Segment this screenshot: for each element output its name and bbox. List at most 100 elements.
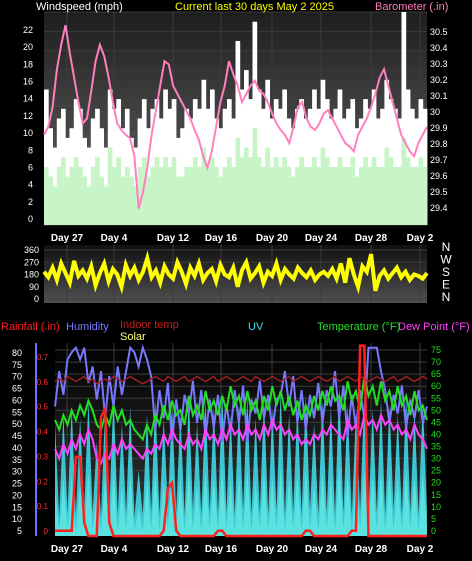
temperature-tick-12: 60 bbox=[431, 381, 441, 391]
windspeed-tick-3: 6 bbox=[28, 162, 33, 172]
wind-bar bbox=[363, 157, 368, 225]
humidity-tick-7: 40 bbox=[12, 443, 22, 453]
windspeed-axis-label: Windspeed (mph) bbox=[36, 1, 123, 13]
barometer-axis: 29.4 29.5 29.6 29.7 29.8 29.9 30 30.1 30.2 30.3 30… bbox=[430, 27, 448, 213]
wind-bar bbox=[48, 176, 53, 225]
wind-x-tick-2: Day 12 bbox=[157, 233, 190, 244]
wind-bar bbox=[150, 166, 156, 225]
wind-bar bbox=[116, 157, 121, 225]
wind-bar bbox=[129, 176, 134, 225]
windspeed-tick-11: 22 bbox=[23, 25, 33, 35]
temperature-tick-7: 35 bbox=[431, 442, 441, 452]
wind-bar bbox=[133, 186, 139, 225]
humidity-tick-9: 50 bbox=[12, 419, 22, 429]
wind-bar bbox=[52, 186, 58, 225]
wind-bar bbox=[354, 176, 360, 225]
wind-bar bbox=[227, 157, 232, 225]
wind-bar bbox=[290, 176, 296, 225]
wind-bar bbox=[248, 157, 253, 225]
wind-bar bbox=[295, 166, 300, 225]
wind-bar bbox=[256, 157, 262, 225]
wind-bar bbox=[231, 166, 236, 225]
chart-title: Current last 30 days May 2 2025 bbox=[175, 1, 334, 13]
humidity-tick-12: 65 bbox=[12, 384, 22, 394]
barometer-tick-9: 30.3 bbox=[430, 59, 448, 69]
wind-bar bbox=[273, 157, 279, 225]
barometer-tick-3: 29.7 bbox=[430, 155, 448, 165]
gust-bar bbox=[252, 21, 258, 226]
wind-bar bbox=[124, 166, 130, 225]
temperature-tick-2: 10 bbox=[431, 502, 441, 512]
wind-bar bbox=[414, 166, 419, 225]
gust-bar bbox=[235, 41, 241, 225]
wind-bar bbox=[180, 176, 185, 225]
wind-bar bbox=[65, 176, 70, 225]
temperature-tick-14: 70 bbox=[431, 357, 441, 367]
temperature-tick-11: 55 bbox=[431, 393, 441, 403]
wind-bar bbox=[324, 157, 330, 225]
temperature-tick-5: 25 bbox=[431, 466, 441, 476]
wind-bar bbox=[201, 147, 207, 225]
temperature-tick-9: 45 bbox=[431, 417, 441, 427]
wind-bar bbox=[188, 166, 194, 225]
wind-panel-series bbox=[43, 12, 428, 226]
humidity-tick-1: 10 bbox=[12, 514, 22, 524]
rainfall-tick-5: 0.5 bbox=[37, 403, 49, 412]
humidity-tick-14: 75 bbox=[12, 360, 22, 370]
temperature-tick-1: 5 bbox=[431, 514, 436, 524]
uv-area bbox=[55, 385, 427, 536]
wind-x-tick-1: Day 4 bbox=[101, 233, 128, 244]
wind-panel-x-axis: Day 27 Day 4 Day 12 Day 16 Day 20 Day 24 Day 2… bbox=[51, 233, 434, 244]
wind-bar bbox=[163, 157, 168, 225]
wind-bar bbox=[388, 157, 394, 225]
direction-deg-tick-3: 270 bbox=[24, 257, 39, 267]
wind-x-tick-3: Day 16 bbox=[205, 233, 238, 244]
temp-x-tick-2: Day 12 bbox=[157, 544, 190, 555]
barometer-tick-10: 30.4 bbox=[430, 43, 448, 53]
legend-solar: Solar bbox=[120, 331, 146, 343]
wind-bar bbox=[380, 166, 385, 225]
wind-bar bbox=[307, 166, 313, 225]
wind-bar bbox=[184, 166, 190, 225]
wind-bar bbox=[69, 166, 75, 225]
wind-bar bbox=[329, 166, 334, 225]
windspeed-tick-8: 16 bbox=[23, 77, 33, 87]
wind-bar bbox=[303, 166, 309, 225]
wind-bar bbox=[86, 186, 92, 225]
wind-direction-series bbox=[42, 250, 429, 295]
wind-bar bbox=[299, 157, 304, 225]
wind-bar bbox=[418, 157, 424, 225]
direction-deg-tick-2: 180 bbox=[24, 270, 39, 280]
wind-bar bbox=[90, 166, 96, 225]
temperature-panel-series bbox=[54, 344, 428, 538]
wind-bar bbox=[371, 157, 377, 225]
wind-x-tick-4: Day 20 bbox=[256, 233, 289, 244]
gust-bar bbox=[401, 12, 407, 225]
rainfall-axis: 0 0.1 0.2 0.3 0.4 0.5 0.6 0.7 bbox=[37, 353, 49, 536]
wind-x-tick-7: Day 2 bbox=[407, 233, 434, 244]
direction-deg-tick-4: 360 bbox=[24, 245, 39, 255]
wind-bar bbox=[99, 176, 104, 225]
temperature-tick-3: 15 bbox=[431, 490, 441, 500]
wind-bar bbox=[337, 157, 343, 225]
temperature-tick-15: 75 bbox=[431, 345, 441, 355]
barometer-tick-11: 30.5 bbox=[430, 27, 448, 37]
barometer-tick-6: 30 bbox=[430, 107, 440, 117]
wind-bar bbox=[120, 176, 126, 225]
wind-bar bbox=[341, 166, 347, 225]
barometer-tick-1: 29.5 bbox=[430, 187, 448, 197]
windspeed-tick-0: 0 bbox=[28, 214, 33, 224]
humidity-tick-4: 25 bbox=[12, 479, 22, 489]
wind-bar bbox=[265, 147, 270, 225]
wind-bar bbox=[158, 166, 164, 225]
wind-bar bbox=[61, 157, 66, 225]
rainfall-tick-3: 0.3 bbox=[37, 452, 49, 461]
barometer-tick-0: 29.4 bbox=[430, 203, 448, 213]
wind-bar bbox=[95, 157, 100, 225]
windspeed-tick-6: 12 bbox=[23, 111, 33, 121]
legend-rainfall: Rainfall (.in) bbox=[1, 321, 60, 333]
humidity-tick-2: 15 bbox=[12, 502, 22, 512]
barometer-tick-4: 29.8 bbox=[430, 139, 448, 149]
